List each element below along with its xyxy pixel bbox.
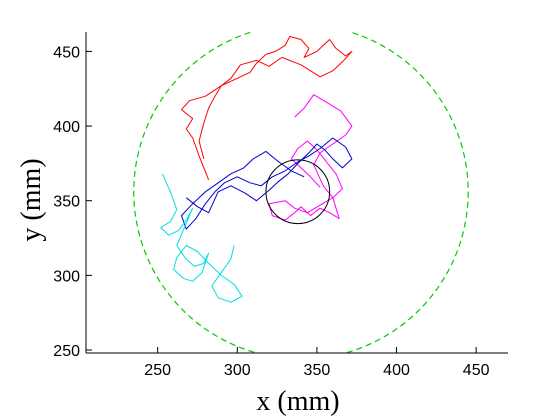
x-tick-label-350: 350	[304, 362, 331, 379]
x-tick-label-400: 400	[383, 362, 410, 379]
trajectory-line-1	[181, 36, 353, 180]
y-tick-label-300: 300	[53, 268, 80, 285]
trajectory-line-3	[181, 137, 353, 230]
y-tick-label-450: 450	[53, 44, 80, 61]
x-tick-label-250: 250	[144, 362, 171, 379]
x-tick-label-300: 300	[224, 362, 251, 379]
target-circle	[265, 159, 331, 225]
x-tick-label-450: 450	[463, 362, 490, 379]
x-axis-label: x (mm)	[256, 386, 339, 417]
boundary-circle	[133, 32, 469, 353]
trajectory-line-2	[268, 94, 353, 221]
y-tick-label-250: 250	[53, 343, 80, 360]
trajectory-line-4	[160, 173, 243, 303]
y-tick-label-350: 350	[53, 194, 80, 211]
y-tick-label-400: 400	[53, 119, 80, 136]
y-axis-label: y (mm)	[16, 158, 47, 241]
